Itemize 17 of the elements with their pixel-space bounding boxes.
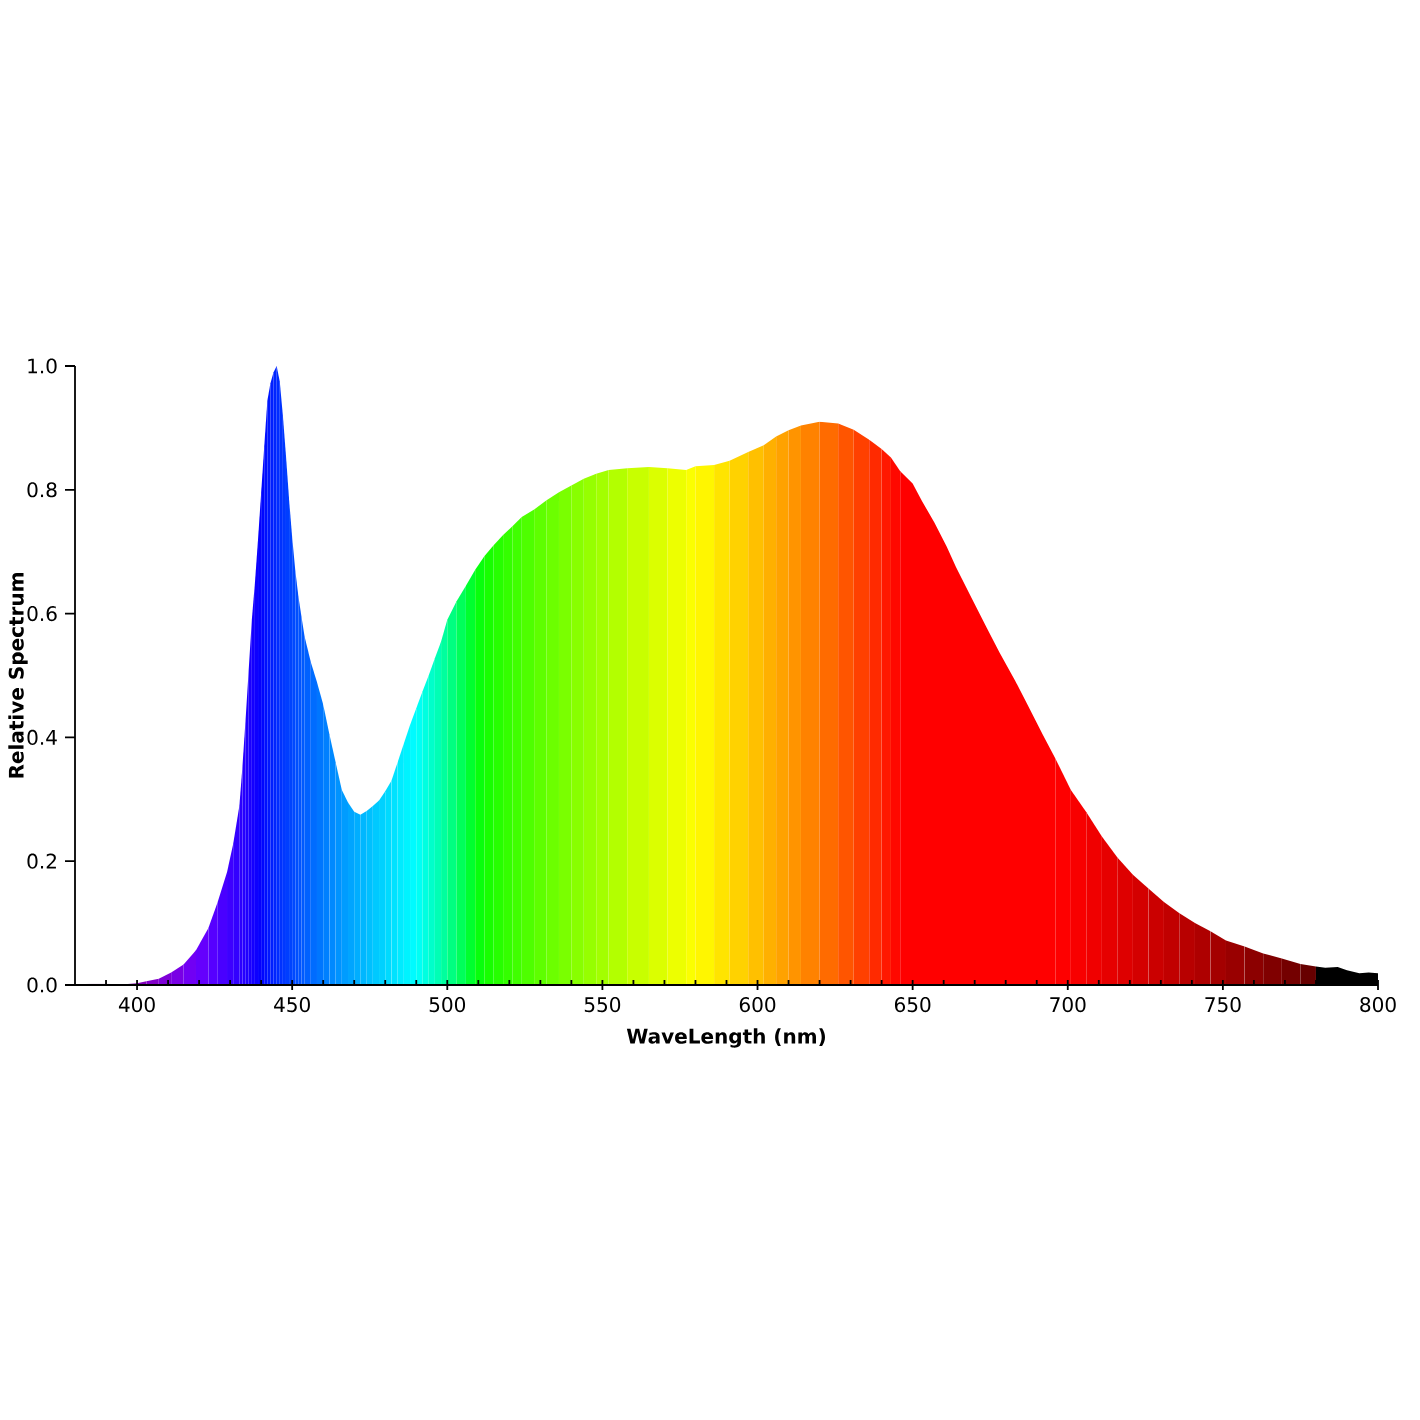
y-tick-label: 1.0 (28, 358, 57, 374)
x-tick-label: 700 (1050, 997, 1086, 1013)
x-tick-label: 450 (274, 997, 310, 1013)
x-tick-label: 650 (894, 997, 931, 1013)
y-tick-label: 0.8 (27, 482, 57, 498)
x-tick-label: 400 (118, 997, 155, 1013)
y-tick-label: 0.6 (27, 606, 57, 622)
y-axis-title: Relative Spectrum (8, 573, 28, 778)
y-tick-label: 0.2 (27, 853, 56, 869)
x-tick-label: 600 (739, 997, 776, 1013)
y-tick-label: 0.0 (27, 977, 57, 993)
x-tick-label: 800 (1360, 997, 1396, 1013)
x-tick-label: 500 (429, 997, 466, 1013)
x-tick-label: 750 (1205, 997, 1241, 1013)
x-tick-label: 550 (584, 997, 621, 1013)
y-tick-label: 0.4 (27, 729, 57, 745)
x-axis-title: WaveLength (nm) (626, 1028, 825, 1048)
